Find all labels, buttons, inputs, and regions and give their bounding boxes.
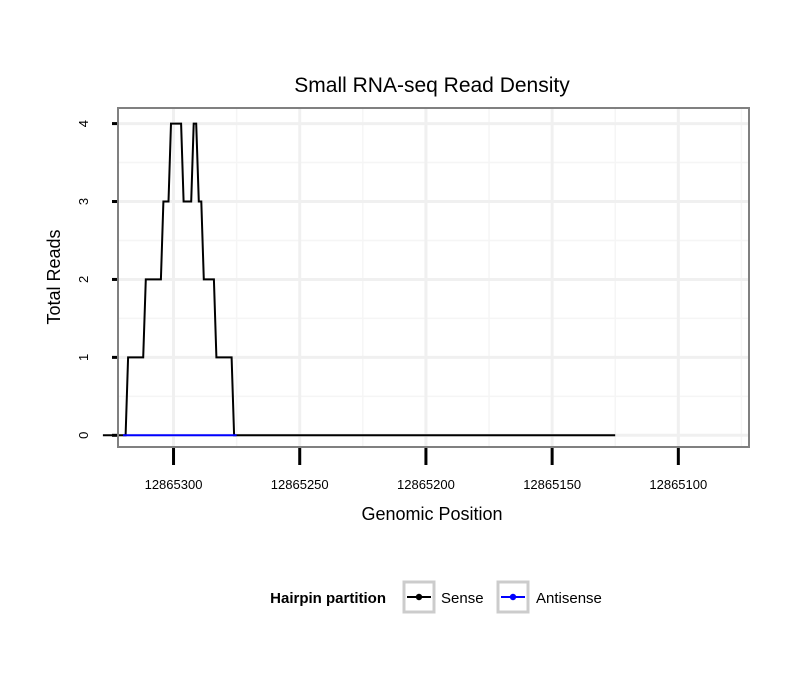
y-tick-label: 3 — [76, 198, 91, 205]
plot-border — [117, 107, 750, 448]
legend-label-sense: Sense — [441, 590, 484, 607]
grid — [118, 108, 749, 447]
series-line-sense — [102, 122, 616, 437]
x-tick-label: 12865250 — [271, 477, 329, 492]
y-tick-label: 4 — [76, 120, 91, 127]
legend-item-antisense: Antisense — [496, 580, 602, 614]
y-tick-label: 2 — [76, 276, 91, 283]
legend-item-sense: Sense — [402, 580, 484, 614]
x-axis: 12865300 12865250 12865200 12865150 12865100 — [145, 448, 707, 492]
y-tick-label: 1 — [76, 354, 91, 361]
y-axis-label: Total Reads — [44, 229, 64, 324]
x-tick-label: 12865100 — [649, 477, 707, 492]
chart-title: Small RNA-seq Read Density — [294, 74, 570, 97]
plot-panel — [118, 108, 749, 447]
y-tick-label: 0 — [76, 432, 91, 439]
x-tick-label: 12865300 — [145, 477, 203, 492]
legend-dot-sense — [415, 593, 423, 601]
legend: Hairpin partition Sense Antisense — [270, 580, 602, 614]
legend-title: Hairpin partition — [270, 590, 386, 607]
series-layer — [102, 122, 616, 437]
legend-dot-antisense — [509, 593, 517, 601]
x-tick-label: 12865200 — [397, 477, 455, 492]
legend-label-antisense: Antisense — [536, 590, 602, 607]
x-axis-label: Genomic Position — [361, 504, 502, 524]
x-tick-label: 12865150 — [523, 477, 581, 492]
y-axis: 0 1 2 3 4 — [76, 120, 117, 439]
